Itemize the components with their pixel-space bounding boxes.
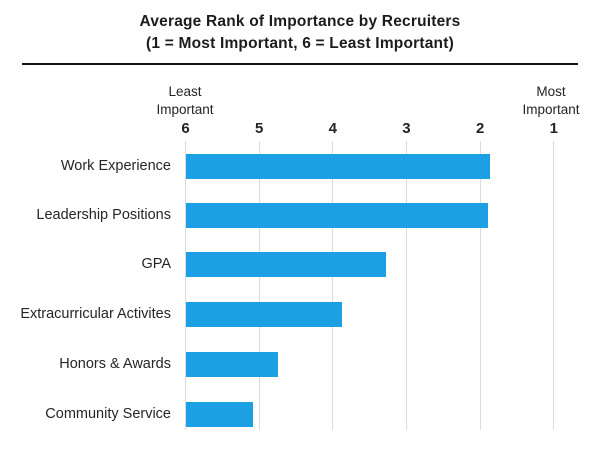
tick-label: 6 — [181, 120, 190, 137]
axis-label-least-line1: Least — [168, 84, 202, 99]
tick-label: 2 — [475, 120, 485, 137]
gridline — [553, 141, 555, 430]
tick-label: 1 — [549, 120, 558, 137]
bar — [185, 252, 386, 277]
tick-label: 3 — [402, 120, 411, 137]
category-label: Work Experience — [60, 158, 171, 174]
bar — [185, 402, 254, 427]
gridline — [405, 141, 407, 430]
category-label: Extracurricular Activites — [20, 306, 171, 322]
bar — [185, 302, 342, 327]
chart-title-line2: (1 = Most Important, 6 = Least Important… — [146, 35, 454, 52]
axis-label-least-line2: Important — [156, 102, 214, 117]
tick-label: 4 — [328, 120, 337, 137]
category-label: Leadership Positions — [36, 207, 171, 223]
bar — [185, 352, 278, 377]
axis-label-most-line1: Most — [536, 84, 566, 99]
category-label: Honors & Awards — [59, 356, 171, 372]
tick-label: 5 — [254, 120, 264, 137]
gridline — [479, 141, 481, 430]
title-divider-line — [22, 63, 578, 65]
category-label: Community Service — [45, 406, 171, 422]
bar — [185, 154, 490, 179]
axis-label-most-important: Most Important — [491, 83, 600, 119]
gridline — [185, 141, 186, 430]
chart-title: Average Rank of Importance by Recruiters… — [0, 11, 600, 55]
gridline — [332, 141, 334, 430]
axis-label-most-line2: Important — [522, 102, 580, 117]
bar — [185, 203, 488, 228]
axis-label-least-important: Least Important — [125, 83, 245, 119]
chart-title-line1: Average Rank of Importance by Recruiters — [139, 13, 461, 30]
category-label: GPA — [141, 256, 171, 272]
gridline — [258, 141, 260, 430]
